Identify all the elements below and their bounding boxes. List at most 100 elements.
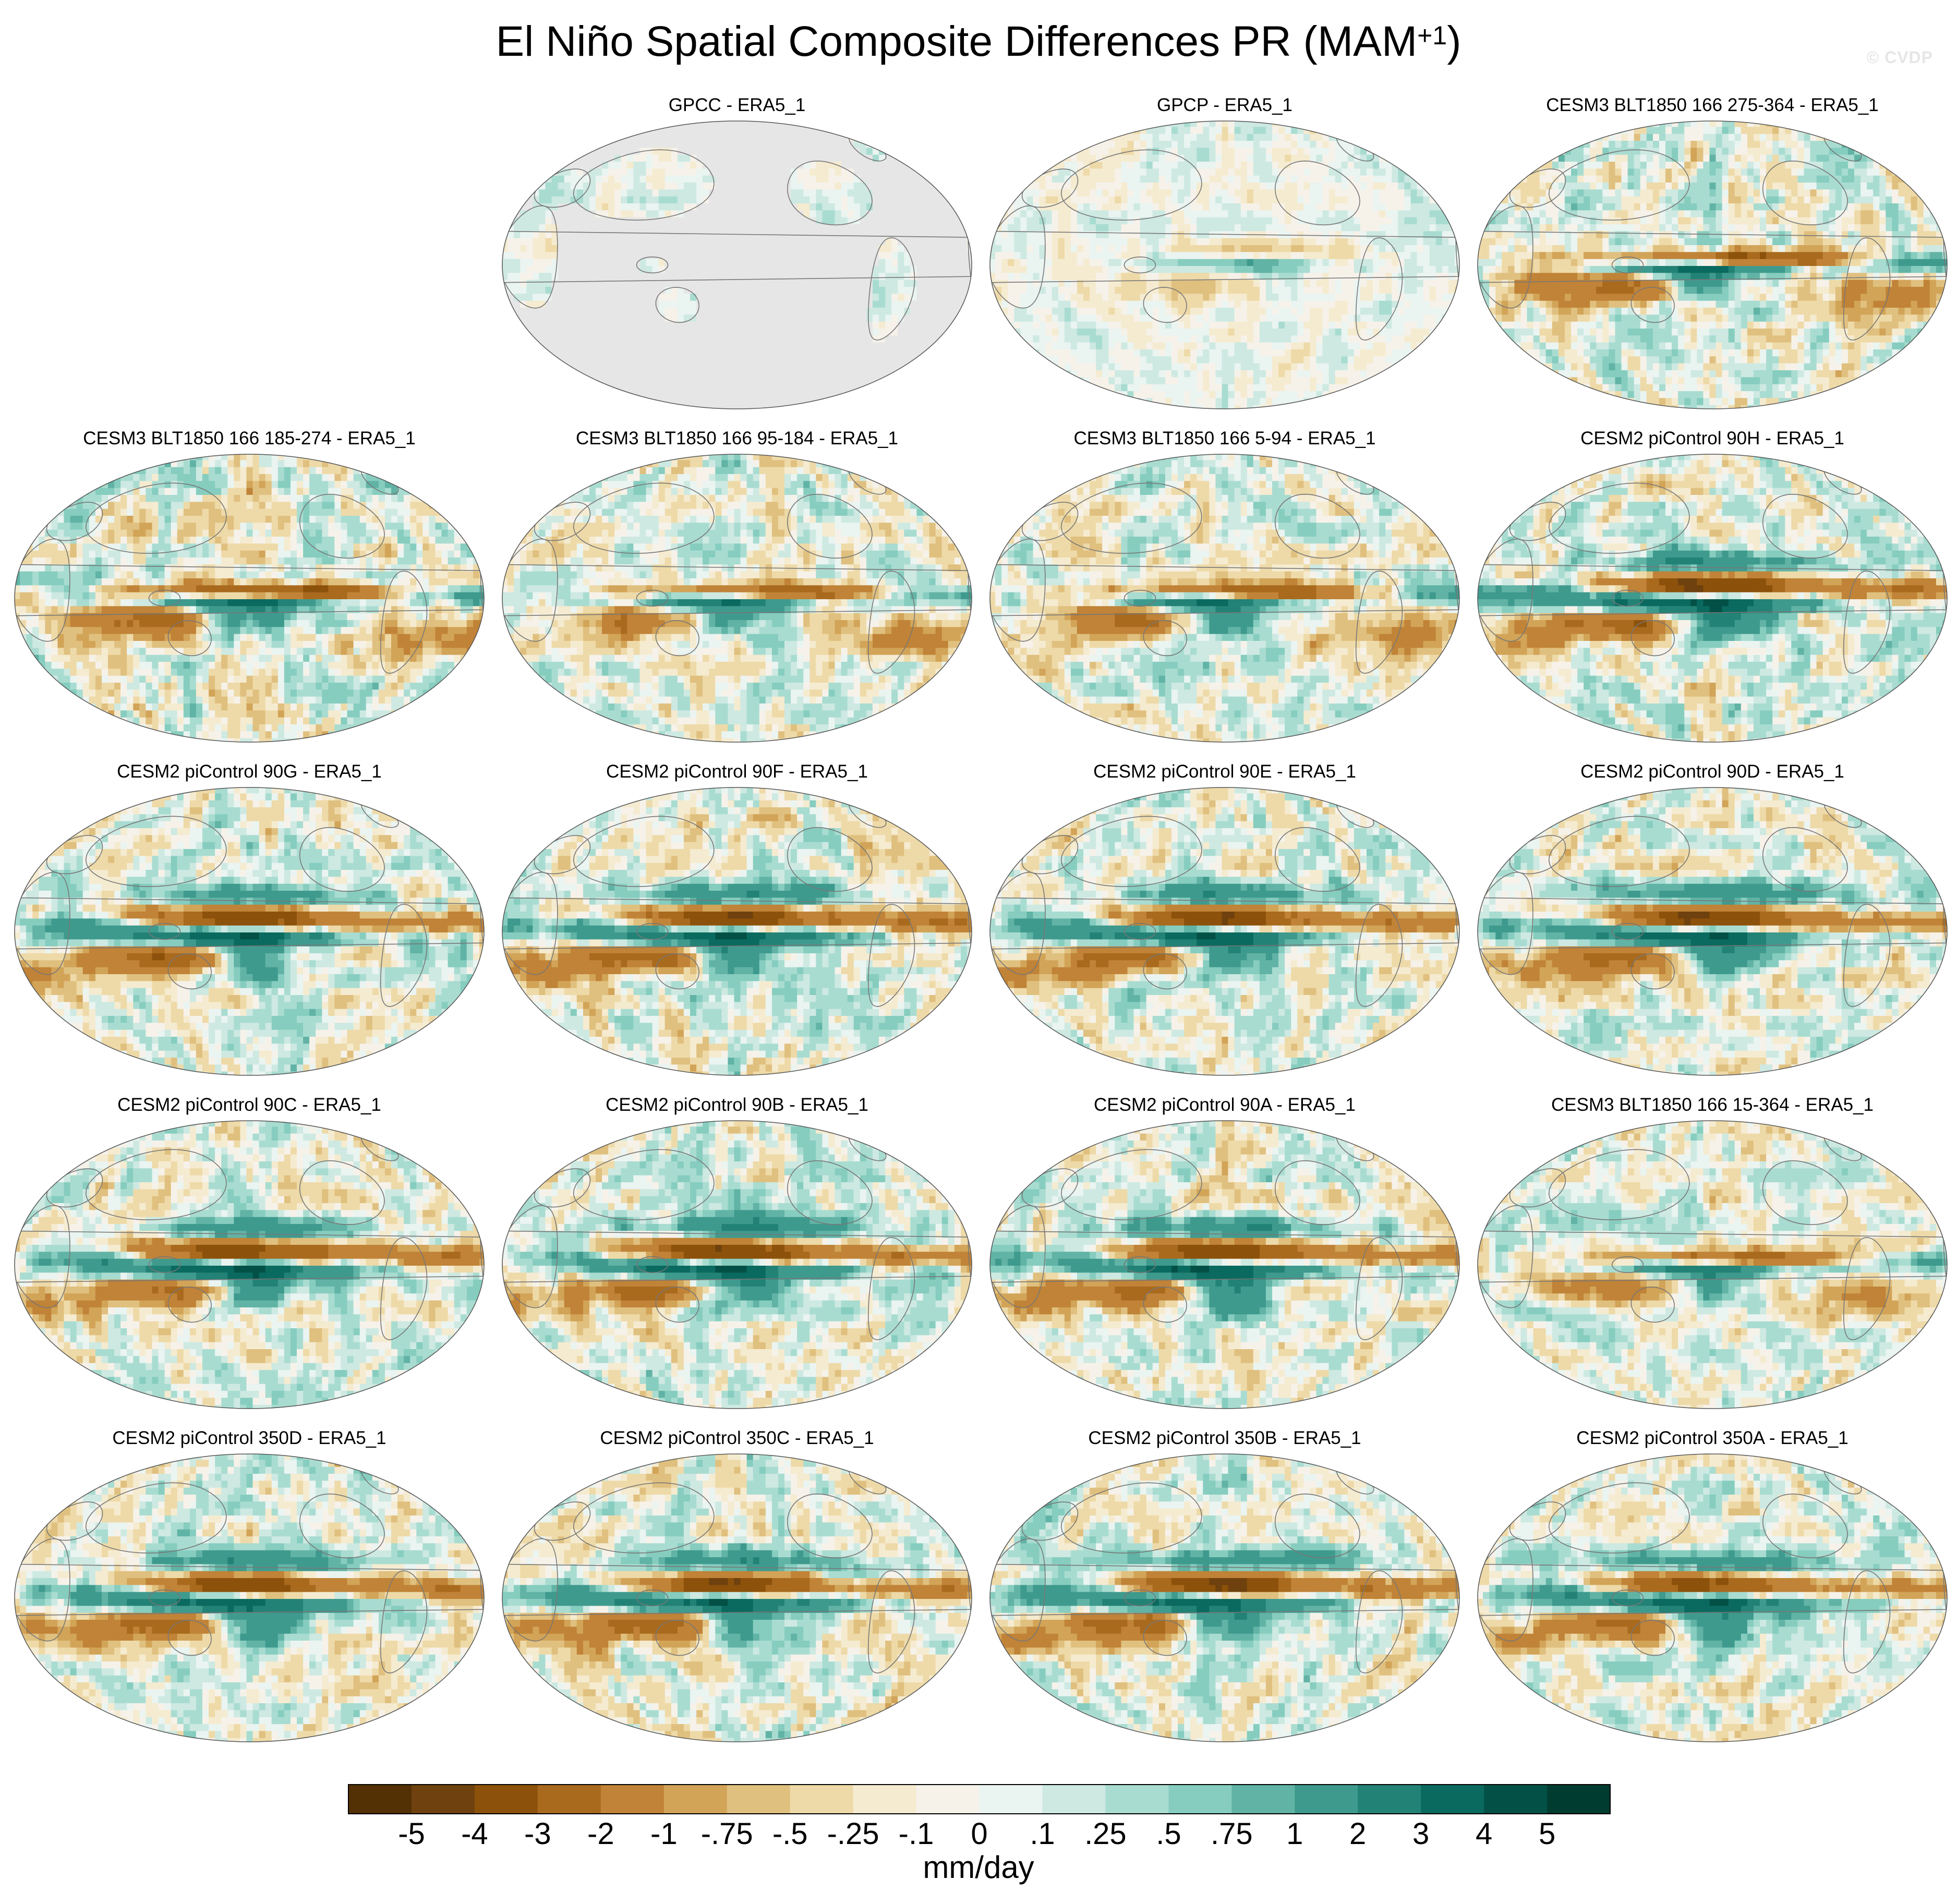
colorbar-tick-label: .1 (1011, 1816, 1074, 1852)
map-field (501, 1453, 973, 1745)
colorbar-swatch (1547, 1785, 1611, 1814)
colorbar-swatch (1484, 1785, 1548, 1814)
map-field (989, 1120, 1461, 1412)
map-field (14, 453, 486, 745)
map-panel: CESM2 piControl 350C - ERA5_1 (497, 1427, 977, 1750)
colorbar-swatch (1231, 1785, 1295, 1814)
map-panel: GPCP - ERA5_1 (985, 94, 1465, 417)
precip-map (989, 453, 1461, 745)
colorbar-swatch (1295, 1785, 1358, 1814)
panel-title: CESM2 piControl 350A - ERA5_1 (1472, 1427, 1952, 1450)
colorbar-swatch (853, 1785, 917, 1814)
map-panel: CESM3 BLT1850 166 5-94 - ERA5_1 (985, 427, 1465, 750)
precip-map (1477, 120, 1949, 412)
map-panel: CESM2 piControl 350B - ERA5_1 (985, 1427, 1465, 1750)
map-panel: CESM2 piControl 90F - ERA5_1 (497, 760, 977, 1084)
map-panel: CESM3 BLT1850 166 15-364 - ERA5_1 (1472, 1094, 1952, 1417)
colorbar-swatch (601, 1785, 665, 1814)
panel-title: CESM2 piControl 90E - ERA5_1 (985, 760, 1465, 783)
map-panel: CESM3 BLT1850 166 185-274 - ERA5_1 (9, 427, 489, 750)
colorbar-tick-label: -.5 (759, 1816, 822, 1852)
map-panel: CESM2 piControl 90B - ERA5_1 (497, 1094, 977, 1417)
colorbar-units: mm/day (0, 1849, 1957, 1886)
colorbar-tick-label: -.25 (822, 1816, 885, 1852)
map-field (1477, 1120, 1949, 1412)
colorbar-tick-label: -1 (633, 1816, 695, 1852)
precip-map (989, 1120, 1461, 1412)
map-field (989, 1453, 1461, 1745)
map-field (1477, 786, 1949, 1078)
colorbar-tick-label: 5 (1516, 1816, 1578, 1852)
title-suffix: ) (1447, 18, 1461, 65)
colorbar-tick-label: -3 (506, 1816, 569, 1852)
colorbar-tick-label: -4 (443, 1816, 506, 1852)
colorbar-swatch (348, 1785, 412, 1814)
map-field (501, 786, 973, 1078)
precip-map (989, 786, 1461, 1078)
map-field (501, 1120, 973, 1412)
colorbar-swatch (790, 1785, 854, 1814)
map-field (1477, 1453, 1949, 1745)
precip-map (1477, 453, 1949, 745)
panel-title: CESM2 piControl 90C - ERA5_1 (9, 1094, 489, 1117)
precip-map (14, 786, 486, 1078)
map-panel: CESM2 piControl 350D - ERA5_1 (9, 1427, 489, 1750)
colorbar-tick-label: .75 (1200, 1816, 1263, 1852)
map-panel: CESM2 piControl 90G - ERA5_1 (9, 760, 489, 1084)
map-field (1477, 120, 1949, 412)
colorbar-tick-label: 3 (1390, 1816, 1452, 1852)
colorbar-tick-label: -5 (380, 1816, 443, 1852)
colorbar-tick-label: .5 (1137, 1816, 1200, 1852)
panel-title: CESM2 piControl 90B - ERA5_1 (497, 1094, 977, 1117)
precip-map (501, 1120, 973, 1412)
panel-title: CESM2 piControl 90A - ERA5_1 (985, 1094, 1465, 1117)
map-field (14, 1453, 486, 1745)
precip-map (501, 1453, 973, 1745)
colorbar-tick-label: -.1 (885, 1816, 948, 1852)
map-field (1477, 453, 1949, 745)
precip-map (14, 453, 486, 745)
precip-map (501, 120, 973, 412)
panel-title: CESM3 BLT1850 166 95-184 - ERA5_1 (497, 427, 977, 450)
map-panel: CESM3 BLT1850 166 95-184 - ERA5_1 (497, 427, 977, 750)
map-field (989, 120, 1461, 412)
colorbar-swatch (412, 1785, 475, 1814)
precip-map (14, 1120, 486, 1412)
colorbar-swatch (1043, 1785, 1106, 1814)
title-superscript: +1 (1417, 21, 1447, 50)
panel-title: CESM2 piControl 350B - ERA5_1 (985, 1427, 1465, 1450)
colorbar-swatch (980, 1785, 1043, 1814)
precip-map (501, 453, 973, 745)
title-main: El Niño Spatial Composite Differences PR… (496, 18, 1417, 65)
colorbar-tick-label: .25 (1074, 1816, 1137, 1852)
panel-title: CESM2 piControl 350C - ERA5_1 (497, 1427, 977, 1450)
colorbar-swatch (538, 1785, 601, 1814)
colorbar-swatch (475, 1785, 538, 1814)
precip-map (989, 1453, 1461, 1745)
map-field (989, 453, 1461, 745)
panel-title: GPCP - ERA5_1 (985, 94, 1465, 117)
panel-title: CESM2 piControl 90F - ERA5_1 (497, 760, 977, 783)
panel-title: CESM3 BLT1850 166 5-94 - ERA5_1 (985, 427, 1465, 450)
colorbar-swatch (727, 1785, 791, 1814)
map-panel: CESM2 piControl 90C - ERA5_1 (9, 1094, 489, 1417)
colorbar-tick-label: -.75 (696, 1816, 758, 1852)
precip-map (989, 120, 1461, 412)
map-field (501, 453, 973, 745)
map-panel: GPCC - ERA5_1 (497, 94, 977, 417)
map-panel: CESM2 piControl 90E - ERA5_1 (985, 760, 1465, 1084)
panel-title: CESM3 BLT1850 166 185-274 - ERA5_1 (9, 427, 489, 450)
colorbar-swatch (1105, 1785, 1169, 1814)
cvdp-watermark: © CVDP (1867, 48, 1933, 67)
colorbar-swatch (916, 1785, 980, 1814)
colorbar-swatch (664, 1785, 728, 1814)
colorbar-tick-label: 1 (1263, 1816, 1326, 1852)
precip-map (1477, 1453, 1949, 1745)
panel-title: CESM3 BLT1850 166 275-364 - ERA5_1 (1472, 94, 1952, 117)
panel-title: CESM2 piControl 90D - ERA5_1 (1472, 760, 1952, 783)
panel-title: CESM3 BLT1850 166 15-364 - ERA5_1 (1472, 1094, 1952, 1117)
precip-map (1477, 1120, 1949, 1412)
precip-map (501, 786, 973, 1078)
colorbar-tick-label: -2 (570, 1816, 632, 1852)
map-panel: CESM2 piControl 90H - ERA5_1 (1472, 427, 1952, 750)
